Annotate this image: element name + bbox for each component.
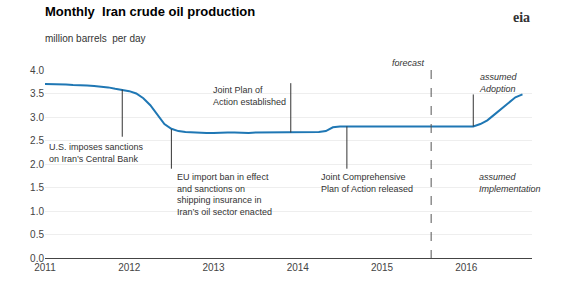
svg-text:eia: eia [513, 10, 530, 25]
svg-text:2011: 2011 [34, 262, 56, 273]
svg-text:U.S. imposes sanctionson Iran’: U.S. imposes sanctionson Iran’s Central … [49, 142, 144, 164]
svg-text:forecast: forecast [392, 58, 425, 68]
svg-text:EU import ban in effectand san: EU import ban in effectand sanctions ons… [177, 172, 272, 217]
svg-text:2015: 2015 [371, 262, 394, 273]
svg-text:assumedAdoption: assumedAdoption [479, 72, 518, 94]
svg-text:Joint Plan ofAction establishe: Joint Plan ofAction established [213, 85, 286, 107]
svg-text:4.0: 4.0 [30, 65, 44, 76]
svg-text:1.0: 1.0 [30, 206, 44, 217]
svg-text:Joint ComprehensivePlan of Act: Joint ComprehensivePlan of Action releas… [321, 172, 413, 194]
svg-text:2.0: 2.0 [30, 159, 44, 170]
svg-text:million barrels per day: million barrels per day [45, 33, 146, 44]
svg-text:3.5: 3.5 [30, 88, 44, 99]
svg-text:0.5: 0.5 [30, 229, 44, 240]
svg-text:2016: 2016 [455, 262, 478, 273]
svg-text:2.5: 2.5 [30, 135, 44, 146]
svg-text:3.0: 3.0 [30, 112, 44, 123]
svg-text:2013: 2013 [202, 262, 225, 273]
svg-text:2012: 2012 [118, 262, 141, 273]
svg-text:assumedImplementation: assumedImplementation [479, 172, 541, 194]
svg-text:1.5: 1.5 [30, 182, 44, 193]
svg-text:Monthly Iran crude oil produc: Monthly Iran crude oil production [45, 4, 255, 19]
svg-text:0.0: 0.0 [30, 253, 44, 264]
svg-text:2014: 2014 [287, 262, 310, 273]
